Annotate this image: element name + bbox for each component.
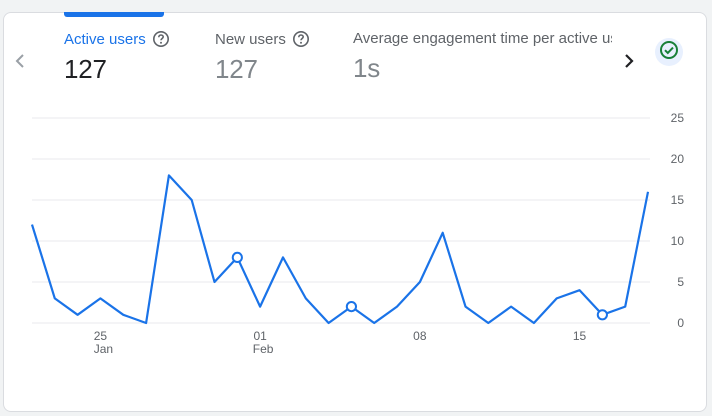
data-point-marker (345, 301, 358, 313)
tab-active-users[interactable]: Active users 127 (64, 30, 204, 90)
x-tick-month-label: Jan (94, 342, 113, 356)
check-circle-icon (659, 40, 679, 65)
active-users-series-line (30, 174, 650, 325)
y-tick-label: 0 (677, 316, 684, 330)
y-tick-label: 15 (671, 193, 685, 207)
active-users-card (3, 12, 707, 412)
y-tick-label: 5 (677, 275, 684, 289)
status-badge[interactable] (655, 38, 683, 66)
tab-new-users-label: New users (215, 30, 286, 48)
tab-active-users-value: 127 (64, 54, 107, 84)
next-metrics-button[interactable] (617, 51, 641, 75)
y-tick-label: 10 (671, 234, 685, 248)
tab-average-engagement-time[interactable]: Average engagement time per active us 1s (353, 30, 612, 90)
x-tick-day-label: 01 (253, 329, 267, 343)
tab-average-engagement-time-label: Average engagement time per active us (353, 30, 612, 47)
tab-new-users[interactable]: New users 127 (215, 30, 345, 90)
tab-active-users-label: Active users (64, 30, 146, 48)
chevron-right-icon (617, 49, 641, 78)
active-tab-indicator (64, 12, 164, 17)
x-tick-day-label: 25 (94, 329, 108, 343)
help-circle-icon[interactable] (152, 30, 170, 48)
data-point-marker (231, 251, 243, 263)
previous-metrics-button[interactable] (8, 51, 32, 75)
x-tick-month-label: Feb (253, 342, 274, 356)
tab-average-engagement-time-value: 1s (353, 53, 381, 83)
x-tick-day-label: 08 (413, 329, 427, 343)
y-tick-label: 20 (671, 152, 685, 166)
data-point-marker (596, 309, 608, 321)
y-tick-label: 25 (671, 111, 685, 125)
help-circle-icon[interactable] (292, 30, 310, 48)
x-tick-day-label: 15 (573, 329, 587, 343)
chevron-left-icon (8, 49, 32, 78)
tab-new-users-value: 127 (215, 54, 258, 84)
